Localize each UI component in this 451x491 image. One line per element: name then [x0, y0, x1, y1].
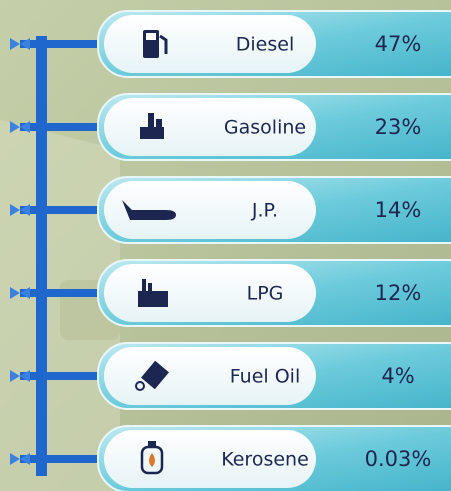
pipe-branch [20, 206, 102, 214]
item-label: Kerosene [221, 449, 309, 471]
item-value: 4% [381, 364, 414, 388]
icon [146, 33, 156, 40]
infographic: Diesel 47% Gasoline 23% J.P. 14% LPG 12% Fuel Oi… [0, 0, 451, 491]
item-label: Fuel Oil [230, 366, 300, 388]
icon [156, 119, 162, 127]
pipe-branch [20, 123, 102, 131]
label-pill [104, 264, 316, 322]
icon [142, 279, 146, 291]
item-value: 23% [375, 115, 422, 139]
pipe-branch [20, 40, 102, 48]
item-value: 12% [375, 281, 422, 305]
item-value: 14% [375, 198, 422, 222]
item-label: LPG [247, 283, 284, 305]
item-value: 47% [375, 32, 422, 56]
pipe [36, 36, 47, 476]
item-label: Gasoline [224, 117, 306, 139]
item-value: 0.03% [365, 447, 432, 471]
pipe-branch [20, 372, 102, 380]
icon [138, 291, 168, 307]
icon [140, 127, 164, 139]
icon [148, 113, 154, 127]
pipe-branch [20, 455, 102, 463]
pipe-branch [20, 289, 102, 297]
icon [148, 441, 156, 446]
item-label: J.P. [251, 200, 278, 222]
icon [148, 283, 152, 291]
item-label: Diesel [236, 34, 294, 56]
